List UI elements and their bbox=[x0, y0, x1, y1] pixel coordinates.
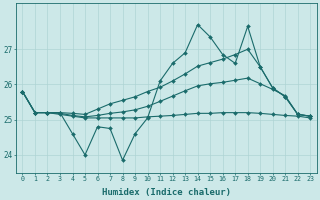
X-axis label: Humidex (Indice chaleur): Humidex (Indice chaleur) bbox=[102, 188, 231, 197]
